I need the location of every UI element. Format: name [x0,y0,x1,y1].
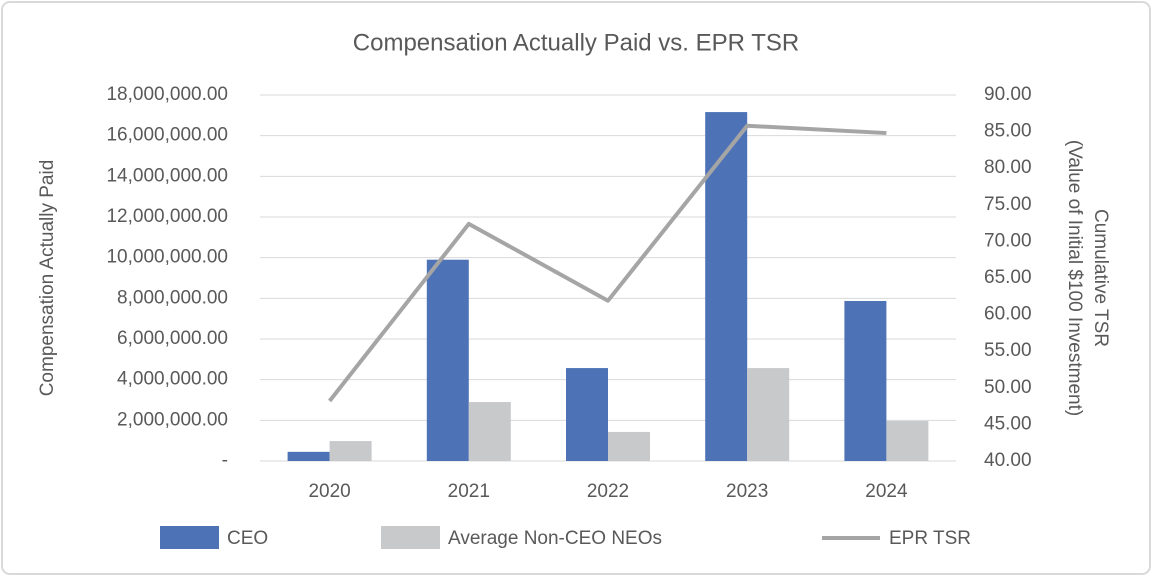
bar [886,420,929,461]
y-tick-label: 10,000,000.00 [106,247,228,268]
y2-axis-label: (Value of Initial $100 Investment) [1064,140,1085,416]
bar [468,402,511,461]
y2-tick-label: 65.00 [984,267,1032,288]
bar [705,112,748,461]
y2-tick-label: 80.00 [984,157,1032,178]
y-tick-label: 16,000,000.00 [106,125,228,146]
x-tick-label: 2024 [865,481,908,502]
legend-label: CEO [227,528,268,549]
bar [566,368,608,461]
x-tick-label: 2023 [726,481,768,502]
legend-label: EPR TSR [889,528,971,549]
y2-tick-label: 50.00 [984,377,1032,398]
y-tick-label: - [222,450,228,471]
y2-axis-label: Cumulative TSR [1090,209,1111,347]
y-tick-label: 4,000,000.00 [117,369,228,390]
y2-tick-label: 55.00 [984,340,1032,361]
y2-tick-label: 85.00 [984,121,1032,142]
bar [287,451,330,461]
y-axis-label: Compensation Actually Paid [37,160,58,397]
legend-swatch [381,526,440,549]
y2-tick-label: 75.00 [984,194,1032,215]
legend-label: Average Non-CEO NEOs [448,528,662,549]
y2-tick-label: 60.00 [984,304,1032,325]
bar [844,300,887,461]
y2-tick-label: 70.00 [984,230,1032,251]
legend-swatch [160,526,219,549]
x-tick-label: 2021 [448,481,490,502]
chart-title: Compensation Actually Paid vs. EPR TSR [353,29,799,56]
x-tick-label: 2020 [308,481,350,502]
bar [747,368,790,461]
x-tick-label: 2022 [587,481,629,502]
y2-tick-label: 90.00 [984,84,1032,105]
y2-tick-label: 40.00 [984,450,1032,471]
bar [329,441,372,461]
bar [426,259,469,461]
y-tick-label: 14,000,000.00 [106,165,228,186]
y-tick-label: 6,000,000.00 [117,328,228,349]
line [328,123,887,403]
y-tick-label: 12,000,000.00 [106,206,228,227]
y-tick-label: 18,000,000.00 [106,84,228,105]
y-tick-label: 8,000,000.00 [117,287,228,308]
y2-tick-label: 45.00 [984,413,1032,434]
bar [608,431,650,461]
y-tick-label: 2,000,000.00 [117,409,228,430]
